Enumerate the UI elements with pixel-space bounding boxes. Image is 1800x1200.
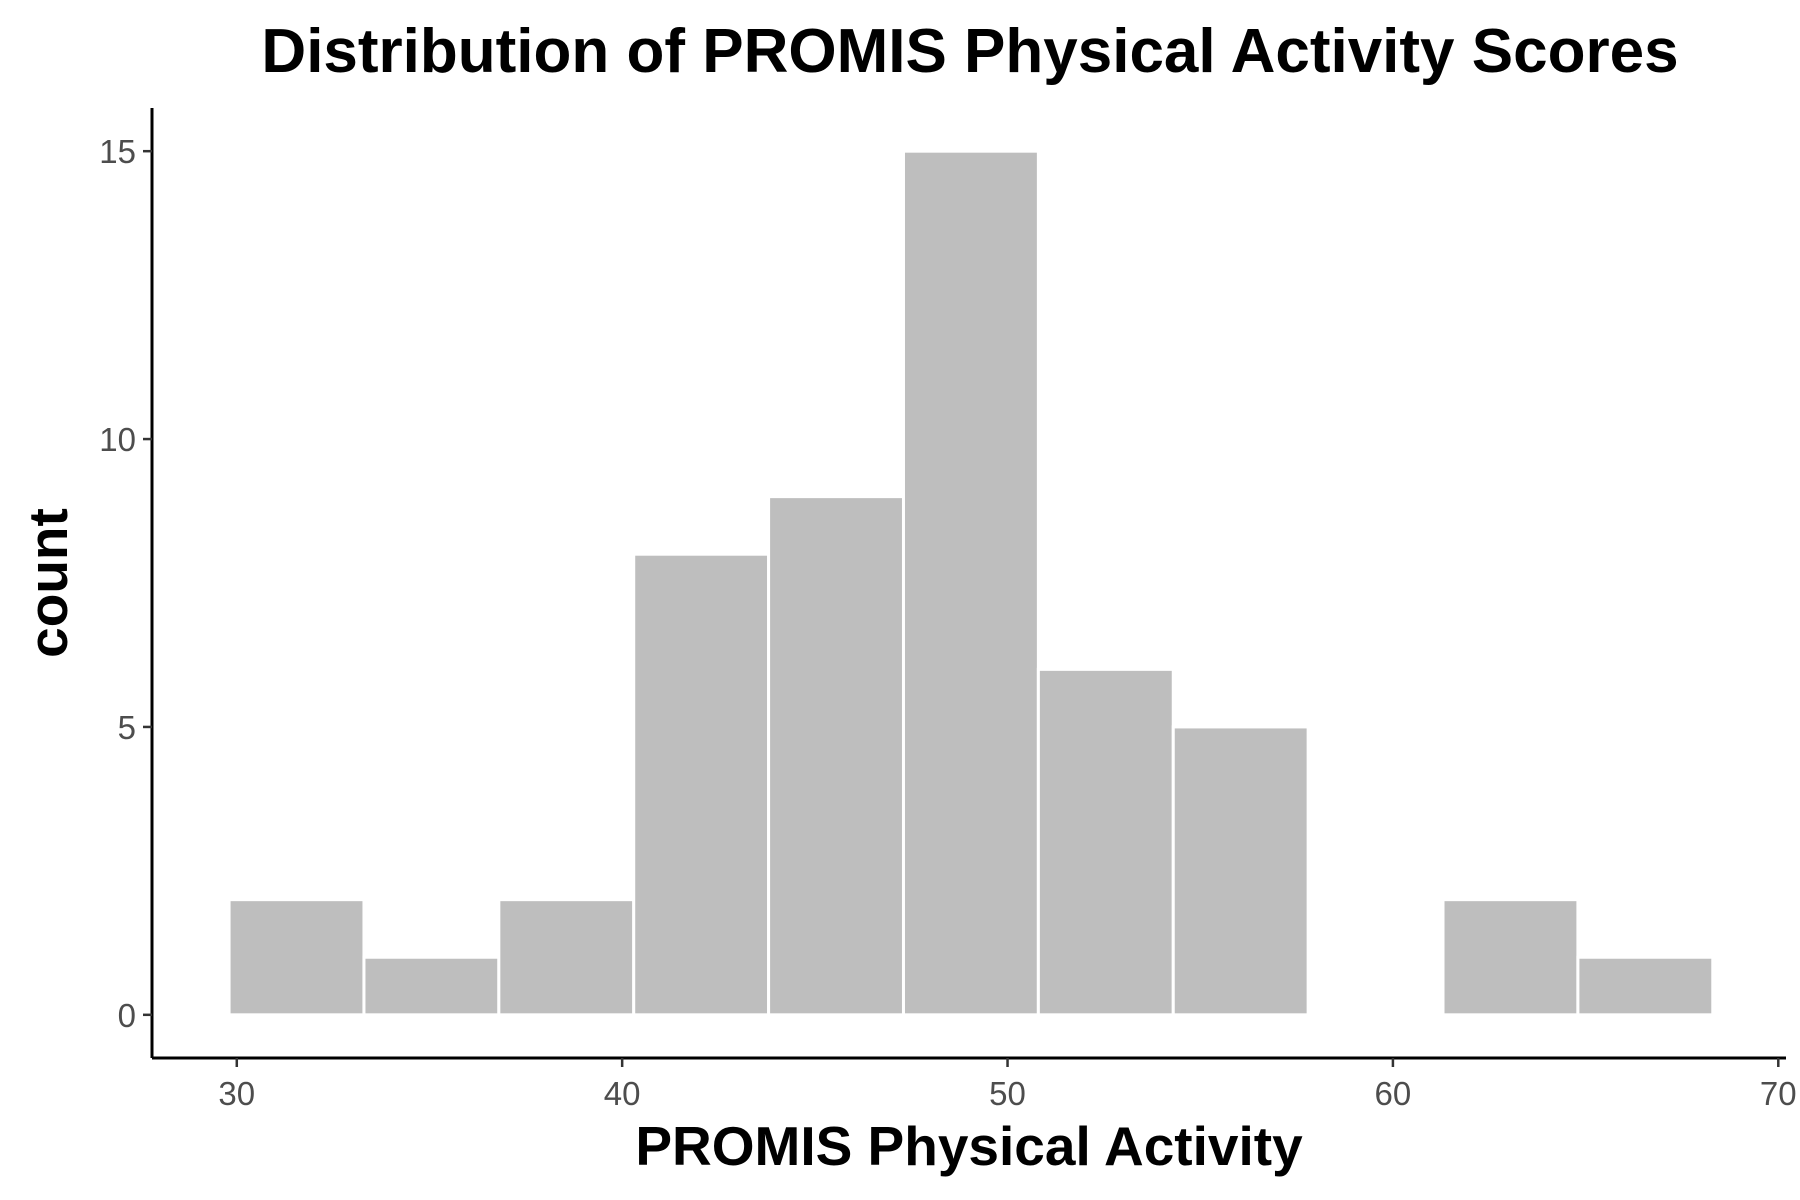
y-axis-title: count	[17, 508, 79, 658]
y-axis-ticks: 0 5 10 15	[99, 133, 152, 1034]
x-tick-label: 60	[1375, 1075, 1412, 1112]
histogram-bar-11	[1576, 955, 1715, 1017]
x-axis-ticks: 30 40 50 60 70	[218, 1058, 1797, 1112]
histogram-bar-6	[901, 149, 1040, 1017]
x-tick-label: 50	[989, 1075, 1026, 1112]
x-tick-label: 70	[1760, 1075, 1797, 1112]
y-tick-label: 15	[99, 133, 136, 170]
chart-title: Distribution of PROMIS Physical Activity…	[261, 17, 1678, 86]
histogram-bar-7	[1036, 667, 1175, 1017]
y-tick-label: 10	[99, 421, 136, 458]
histogram-bar-10	[1441, 898, 1580, 1017]
histogram-bar-2	[362, 955, 501, 1017]
histogram-bar-1	[227, 898, 366, 1017]
histogram-bar-8	[1171, 725, 1310, 1017]
x-tick-label: 40	[604, 1075, 641, 1112]
y-tick-label: 0	[118, 997, 136, 1034]
histogram-bar-4	[632, 552, 771, 1017]
y-tick-label: 5	[118, 709, 136, 746]
bars-layer	[227, 149, 1715, 1017]
histogram-bar-5	[767, 495, 905, 1017]
x-axis-title: PROMIS Physical Activity	[635, 1115, 1303, 1177]
histogram-bar-3	[497, 898, 636, 1017]
x-tick-label: 30	[218, 1075, 255, 1112]
